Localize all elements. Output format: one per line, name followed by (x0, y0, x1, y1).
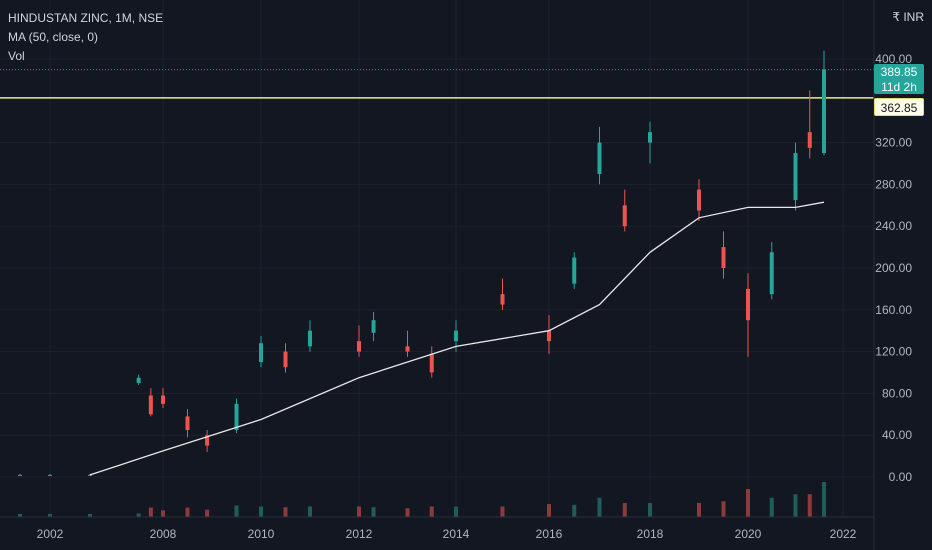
y-tick-label: 200.00 (875, 261, 912, 275)
y-tick-label: 400.00 (875, 52, 912, 66)
volume-bar (697, 503, 701, 517)
candle-body (622, 205, 627, 227)
volume-bar (769, 497, 774, 517)
volume-bars (18, 482, 826, 517)
volume-bar (746, 489, 750, 517)
x-tick-label: 2020 (735, 527, 762, 541)
candle-body (18, 474, 22, 476)
candle-body (88, 474, 92, 476)
volume-bar (48, 514, 52, 517)
volume-bar (259, 506, 263, 517)
candle-body (283, 351, 288, 368)
volume-bar (572, 504, 577, 517)
x-tick-label: 2010 (248, 527, 275, 541)
candle-body (454, 330, 458, 342)
volume-bar (622, 503, 627, 517)
volume-bar (807, 494, 812, 517)
candle-body (136, 377, 141, 383)
candle-body (648, 132, 652, 143)
volume-bar (721, 501, 726, 517)
volume-bar (500, 506, 505, 517)
candle-body (697, 189, 701, 211)
candle-body (308, 330, 312, 347)
candle-body (185, 416, 190, 430)
price-axis[interactable]: 0.00 40.00 80.00 120.00 160.00 200.00 240.00 28… (875, 52, 912, 484)
chart-legend: HINDUSTAN ZINC, 1M, NSE MA (50, close, 0… (8, 9, 163, 66)
y-tick-label: 280.00 (875, 177, 912, 191)
volume-bar (547, 504, 551, 517)
time-axis[interactable]: 2002 2008 2010 2012 2014 2016 2018 2020 2022 (37, 527, 857, 541)
candle-body (161, 395, 165, 404)
y-tick-label: 160.00 (875, 303, 912, 317)
candle-body (572, 257, 577, 284)
grid (0, 0, 874, 517)
candle-body (259, 343, 263, 363)
ma-50-line (89, 201, 825, 476)
y-tick-label: 0.00 (889, 470, 913, 484)
indicator-ma-label[interactable]: MA (50, close, 0) (8, 30, 99, 44)
y-tick-label: 80.00 (882, 386, 912, 400)
candle-body (597, 142, 602, 174)
volume-bar (357, 506, 361, 517)
x-tick-label: 2014 (443, 527, 470, 541)
x-tick-label: 2016 (536, 527, 563, 541)
last-price-badge: 389.85 11d 2h (874, 64, 924, 94)
candle-body (405, 346, 410, 352)
candle-body (769, 252, 774, 295)
volume-bar (429, 506, 434, 517)
volume-bar (161, 510, 165, 517)
y-tick-label: 240.00 (875, 219, 912, 233)
volume-bar (597, 497, 602, 517)
candles (18, 50, 826, 476)
x-tick-label: 2022 (830, 527, 857, 541)
candle-body (371, 320, 376, 333)
volume-bar (454, 506, 458, 517)
x-tick-label: 2008 (150, 527, 177, 541)
y-tick-label: 40.00 (882, 428, 912, 442)
candle-body (357, 341, 361, 352)
candle-body (547, 330, 551, 342)
candle-body (148, 395, 153, 415)
candle-body (234, 403, 239, 430)
volume-bar (371, 507, 376, 517)
y-tick-label: 320.00 (875, 136, 912, 150)
volume-bar (205, 509, 210, 517)
level-badge: 362.85 (874, 98, 924, 116)
volume-bar (234, 505, 239, 517)
symbol-title[interactable]: HINDUSTAN ZINC, 1M, NSE (8, 11, 164, 25)
volume-bar (405, 508, 410, 517)
volume-bar (822, 482, 826, 517)
volume-bar (185, 507, 190, 517)
volume-bar (793, 494, 798, 517)
candle-body (746, 288, 750, 321)
x-tick-label: 2002 (37, 527, 64, 541)
candle-body (807, 132, 812, 148)
last-price-value: 389.85 (880, 65, 918, 79)
x-tick-label: 2012 (346, 527, 373, 541)
volume-bar (308, 506, 312, 517)
candle-body (500, 294, 505, 305)
indicator-volume-label[interactable]: Vol (8, 49, 25, 63)
candle-body (48, 474, 52, 476)
currency-label[interactable]: ₹ INR (892, 10, 924, 24)
volume-bar (136, 513, 141, 517)
candle-body (721, 247, 726, 268)
volume-bar (18, 514, 22, 517)
candle-body (822, 69, 826, 154)
candle-body (793, 153, 798, 201)
candle-body (205, 435, 210, 446)
volume-bar (88, 514, 92, 517)
volume-bar (648, 503, 652, 517)
x-tick-label: 2018 (637, 527, 664, 541)
bar-countdown: 11d 2h (881, 80, 917, 94)
y-tick-label: 120.00 (875, 345, 912, 359)
candle-body (429, 353, 434, 373)
volume-bar (148, 507, 153, 517)
volume-bar (283, 507, 288, 517)
